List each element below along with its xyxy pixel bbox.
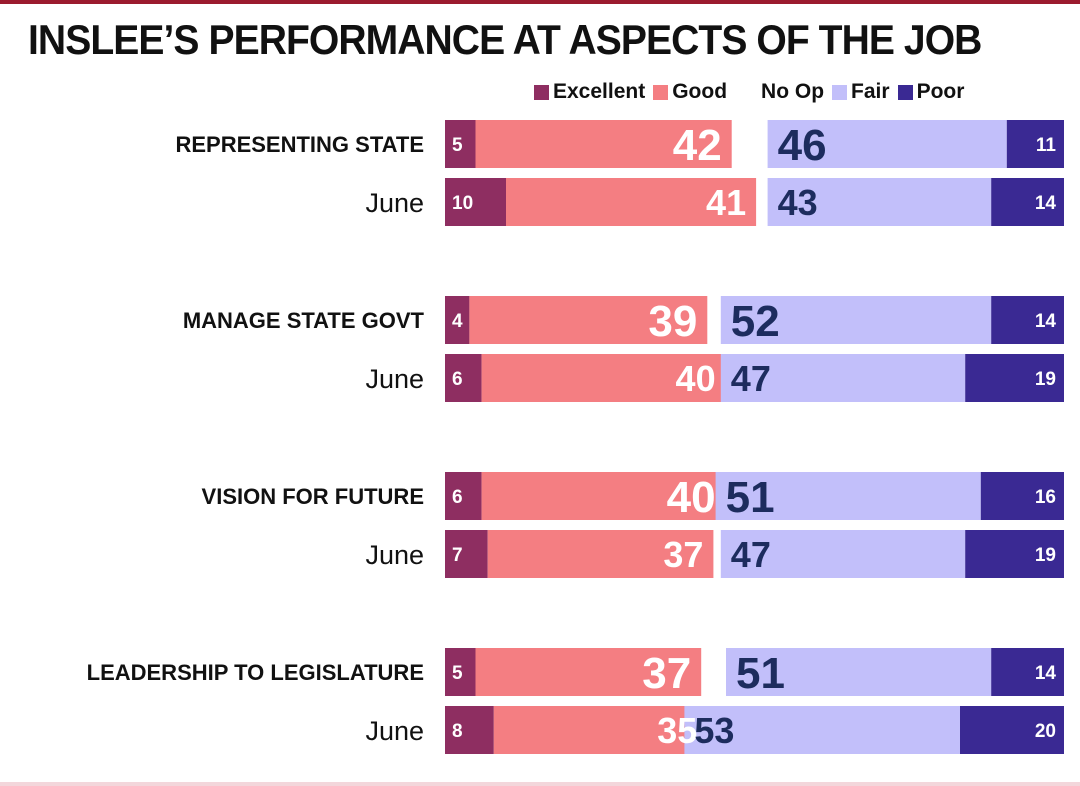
value-label-good: 40: [676, 358, 716, 399]
value-label-excellent: 5: [452, 663, 463, 684]
value-label-excellent: 6: [452, 487, 463, 508]
bar-poor-g4-current: [991, 648, 1064, 696]
bar-good-g2-june: [481, 354, 726, 402]
legend-item-good: Good: [653, 80, 727, 104]
value-label-poor: 19: [1035, 369, 1056, 390]
legend-swatch-poor: [897, 84, 913, 100]
bar-good-g3-june: [487, 530, 714, 578]
bar-good-g1-june: [506, 178, 757, 226]
bar-poor-g1-current: [1006, 120, 1064, 168]
row-label-june: June: [365, 540, 424, 570]
value-label-fair: 53: [694, 710, 734, 751]
value-label-good: 35: [657, 710, 697, 751]
value-label-excellent: 5: [452, 135, 463, 156]
legend-label-fair: Fair: [851, 80, 890, 103]
bar-good-g2-current: [469, 296, 708, 344]
value-label-poor: 14: [1035, 663, 1057, 684]
value-label-good: 41: [706, 182, 746, 223]
value-label-excellent: 10: [452, 193, 473, 214]
row-label-june: June: [365, 188, 424, 218]
bar-fair-g2-june: [720, 354, 966, 402]
legend-item-poor: Poor: [897, 80, 965, 104]
bar-excellent-g1-current: [445, 120, 476, 168]
bar-excellent-g1-june: [445, 178, 506, 226]
legend-label-excellent: Excellent: [553, 80, 646, 103]
legend-label-poor: Poor: [916, 80, 965, 103]
bar-excellent-g4-current: [445, 648, 476, 696]
value-label-poor: 14: [1035, 311, 1057, 332]
legend-item-no-op: No Op: [761, 80, 824, 104]
value-label-fair: 51: [726, 473, 775, 522]
value-label-fair: 43: [778, 182, 818, 223]
bar-poor-g3-june: [965, 530, 1064, 578]
value-label-good: 42: [673, 121, 722, 170]
bar-poor-g3-current: [980, 472, 1064, 520]
bar-excellent-g2-current: [445, 296, 470, 344]
value-label-excellent: 6: [452, 369, 463, 390]
row-label-june: June: [365, 364, 424, 394]
bar-poor-g4-june: [960, 706, 1064, 754]
bar-good-g4-june: [493, 706, 708, 754]
legend: Excellent Good No Op Fair Poor: [534, 78, 972, 106]
value-label-fair: 47: [731, 358, 771, 399]
value-label-excellent: 8: [452, 721, 463, 742]
value-label-poor: 16: [1035, 487, 1056, 508]
legend-item-fair: Fair: [832, 80, 890, 104]
value-label-excellent: 7: [452, 545, 463, 566]
value-label-good: 40: [667, 473, 716, 522]
bar-poor-g2-current: [991, 296, 1064, 344]
bar-fair-g4-current: [726, 648, 992, 696]
chart-title: INSLEE’S PERFORMANCE AT ASPECTS OF THE J…: [28, 16, 982, 63]
legend-swatch-excellent: [534, 84, 549, 100]
category-label: MANAGE STATE GOVT: [183, 308, 425, 333]
bar-fair-g1-june: [767, 178, 992, 226]
bar-fair-g3-june: [720, 530, 966, 578]
category-label: VISION FOR FUTURE: [202, 484, 424, 509]
top-rule: [0, 0, 1080, 4]
value-label-fair: 47: [731, 534, 771, 575]
legend-label-good: Good: [672, 80, 728, 103]
value-label-good: 37: [663, 534, 703, 575]
bar-fair-g4-june: [684, 706, 960, 754]
value-label-poor: 11: [1036, 135, 1057, 156]
legend-swatch-good: [653, 84, 669, 100]
bar-poor-g2-june: [965, 354, 1064, 402]
legend-item-excellent: Excellent: [534, 80, 645, 104]
bar-good-g3-current: [481, 472, 726, 520]
value-label-fair: 46: [778, 121, 827, 170]
legend-label-no-op: No Op: [761, 80, 825, 103]
bottom-rule: [0, 782, 1080, 786]
bar-fair-g1-current: [767, 120, 1007, 168]
value-label-good: 39: [648, 297, 697, 346]
bar-excellent-g4-june: [445, 706, 494, 754]
bar-fair-g2-current: [720, 296, 992, 344]
value-label-poor: 20: [1035, 721, 1056, 742]
value-label-fair: 51: [736, 649, 785, 698]
value-label-good: 37: [642, 649, 691, 698]
row-label-june: June: [365, 716, 424, 746]
bar-good-g4-current: [475, 648, 702, 696]
value-label-poor: 19: [1035, 545, 1056, 566]
value-label-excellent: 4: [452, 311, 463, 332]
bar-excellent-g3-june: [445, 530, 488, 578]
category-label: LEADERSHIP TO LEGISLATURE: [87, 660, 424, 685]
value-label-fair: 52: [731, 297, 780, 346]
value-label-poor: 14: [1035, 193, 1057, 214]
bar-poor-g1-june: [991, 178, 1064, 226]
bar-good-g1-current: [475, 120, 732, 168]
bar-fair-g3-current: [715, 472, 981, 520]
category-label: REPRESENTING STATE: [175, 132, 424, 157]
bar-excellent-g3-current: [445, 472, 482, 520]
bar-excellent-g2-june: [445, 354, 482, 402]
legend-swatch-fair: [832, 84, 848, 100]
